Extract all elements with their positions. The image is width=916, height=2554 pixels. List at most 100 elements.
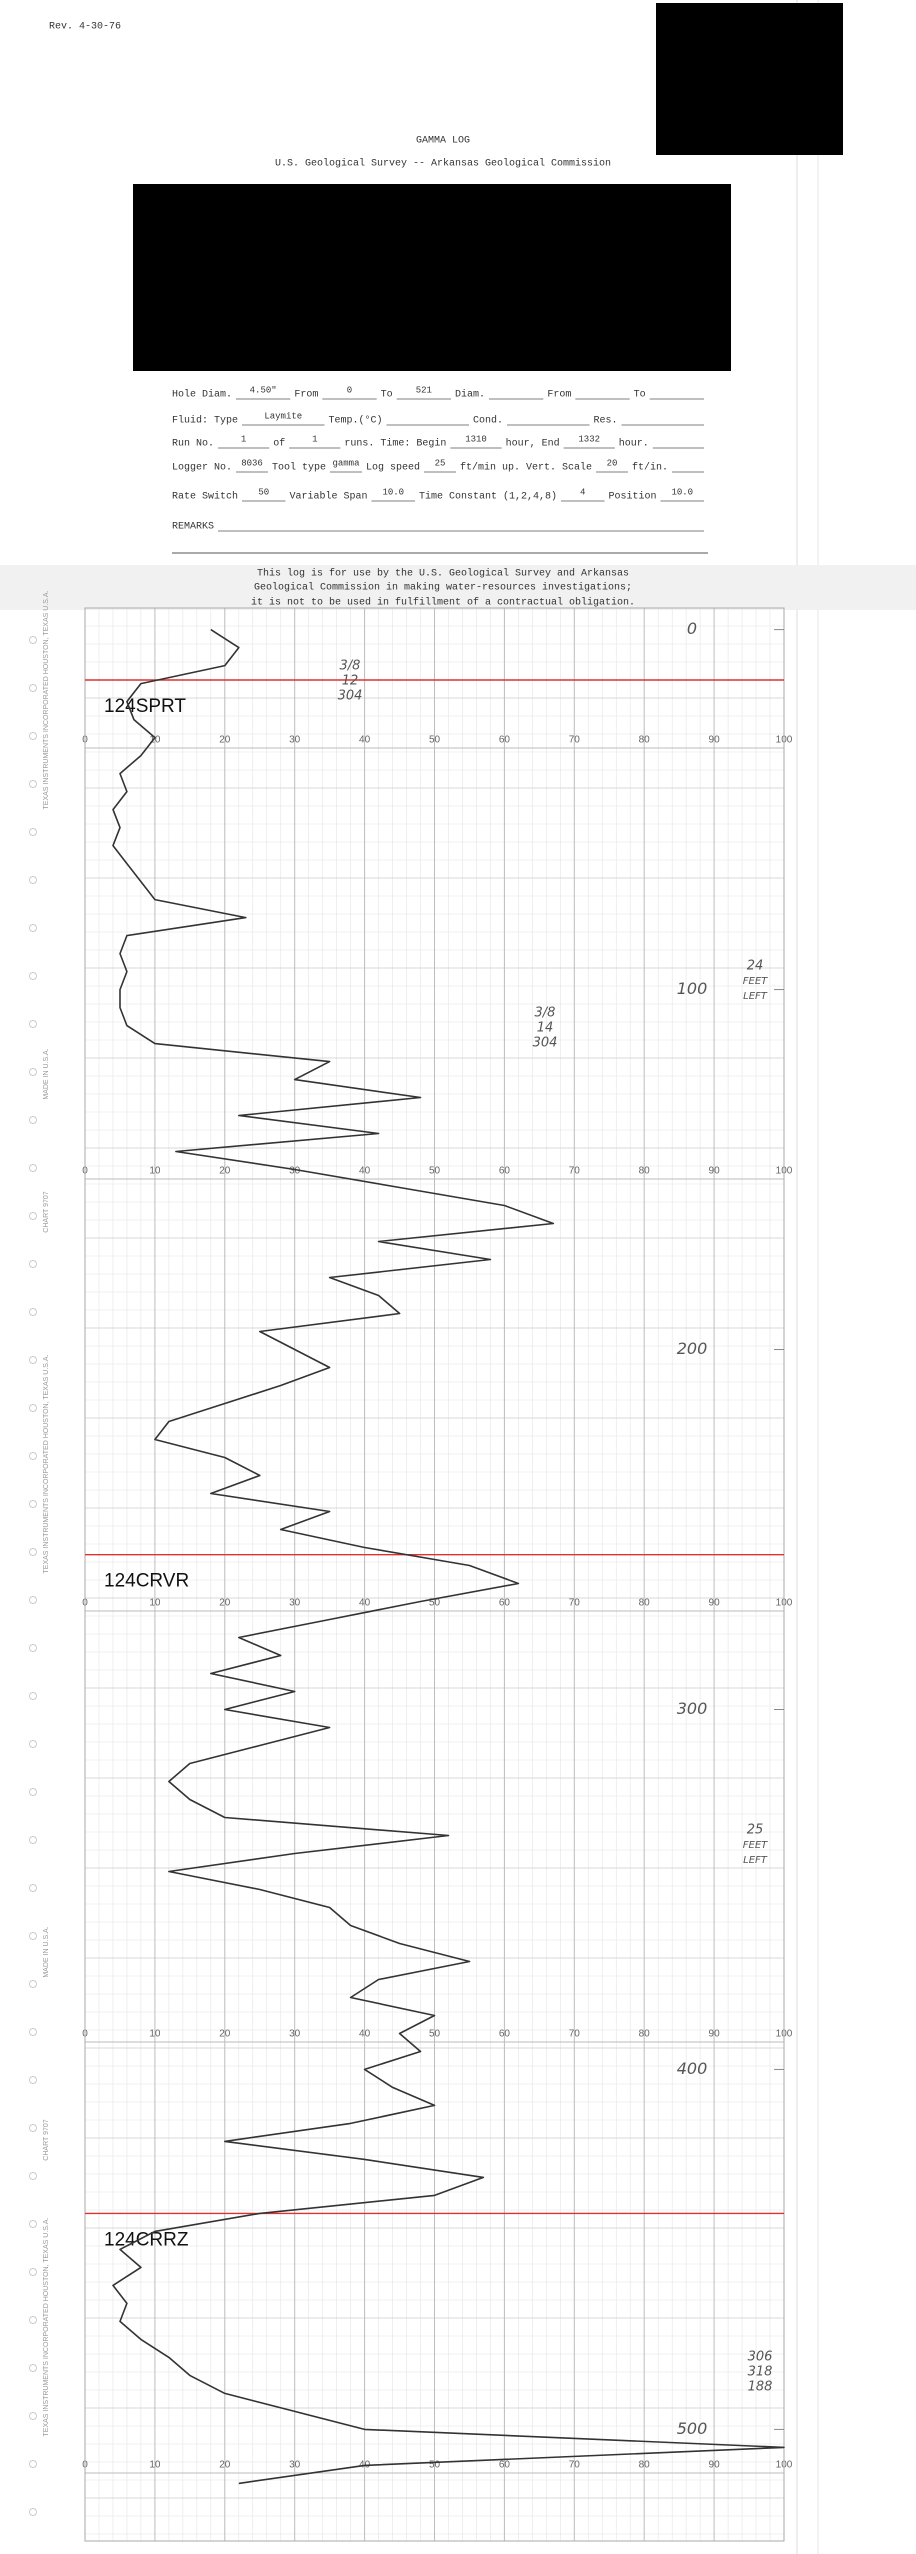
sprocket-hole [29, 828, 37, 836]
annotation: 25 [747, 1823, 764, 1838]
form-label: Cond. [473, 415, 503, 427]
form-value: 0 [347, 385, 352, 395]
x-tick-label: 40 [359, 2029, 371, 2040]
notice-line: it is not to be used in fulfillment of a… [251, 597, 635, 609]
x-tick-label: 90 [709, 1598, 721, 1609]
form-label: Diam. [455, 389, 485, 401]
form-label: Log speed [366, 462, 420, 474]
sprocket-hole [29, 1548, 37, 1556]
depth-label: 200 [677, 1339, 708, 1358]
form-value: 8036 [241, 458, 263, 468]
form-label: hour. [619, 438, 649, 450]
form-value: 4 [580, 487, 585, 497]
sprocket-hole [29, 2220, 37, 2228]
depth-label: 300 [677, 1699, 708, 1718]
sprocket-hole [29, 2460, 37, 2468]
sprocket-hole [29, 684, 37, 692]
sprocket-hole [29, 1212, 37, 1220]
form-value: 4.50" [250, 385, 277, 395]
sprocket-hole [29, 1644, 37, 1652]
sprocket-hole [29, 2028, 37, 2036]
x-tick-label: 50 [429, 2460, 441, 2471]
x-tick-label: 80 [639, 1166, 651, 1177]
form-label: ft/min up. Vert. Scale [460, 462, 592, 474]
sprocket-hole [29, 2076, 37, 2084]
x-tick-label: 70 [569, 2460, 581, 2471]
sprocket-hole [29, 1020, 37, 1028]
x-tick-label: 30 [289, 1166, 301, 1177]
x-tick-label: 10 [149, 1166, 161, 1177]
sprocket-hole [29, 1404, 37, 1412]
sprocket-hole [29, 732, 37, 740]
title: GAMMA LOG [416, 136, 470, 147]
form-value: gamma [332, 458, 360, 468]
form-label: Temp.(°C) [329, 415, 383, 427]
form-label: Hole Diam. [172, 389, 232, 401]
form: Hole Diam. 4.50" From 0 To 521 Diam. From To Flui… [172, 385, 704, 533]
sprocket-hole [29, 1740, 37, 1748]
x-tick-label: 70 [569, 2029, 581, 2040]
form-label: Rate Switch [172, 491, 238, 503]
x-tick-label: 90 [709, 2029, 721, 2040]
x-tick-label: 90 [709, 2460, 721, 2471]
sprocket-hole [29, 2412, 37, 2420]
sprocket-hole [29, 1068, 37, 1076]
form-label: Time Constant (1,2,4,8) [419, 491, 557, 503]
x-tick-label: 90 [709, 1166, 721, 1177]
form-label: Fluid: Type [172, 415, 238, 427]
sprocket-hole [29, 636, 37, 644]
x-tick-label: 80 [639, 2029, 651, 2040]
form-value: 10.0 [382, 487, 404, 497]
form-label: Position [609, 491, 657, 503]
sprocket-hole [29, 1308, 37, 1316]
redaction [656, 3, 843, 155]
form-value: 25 [435, 458, 446, 468]
x-tick-label: 60 [499, 1598, 511, 1609]
form-value: 1332 [578, 434, 600, 444]
form-label: Logger No. [172, 463, 232, 474]
depth-label: 400 [677, 2059, 708, 2078]
form-label: Run No. [172, 439, 214, 450]
sprocket-hole [29, 1452, 37, 1460]
form-label: From [294, 390, 318, 401]
side-text: MADE IN U.S.A. [43, 1926, 50, 1977]
x-tick-label: 50 [429, 735, 441, 746]
redaction [133, 184, 731, 371]
x-tick-label: 10 [149, 1598, 161, 1609]
annotation: 318 [748, 2365, 773, 2380]
annotation: 3/8 [340, 659, 361, 674]
sprocket-hole [29, 2124, 37, 2132]
x-tick-label: 40 [359, 735, 371, 746]
sprocket-hole [29, 1596, 37, 1604]
annotation: 12 [342, 674, 359, 689]
form-value: 1310 [465, 434, 487, 444]
x-tick-label: 10 [149, 2029, 161, 2040]
depth-label: 500 [677, 2419, 708, 2438]
annotation: LEFT [743, 991, 768, 1002]
form-label: Tool type [272, 462, 326, 474]
side-text: TEXAS INSTRUMENTS INCORPORATED HOUSTON, … [43, 1354, 50, 1573]
subtitle: U.S. Geological Survey -- Arkansas Geolo… [275, 158, 611, 170]
scan-band [0, 565, 916, 610]
x-tick-label: 40 [359, 1598, 371, 1609]
x-tick-label: 20 [219, 1166, 231, 1177]
annotation: FEET [743, 976, 768, 987]
depth-label: 100 [677, 979, 708, 998]
form-value: 20 [607, 458, 618, 468]
annotation: 3/8 [535, 1006, 556, 1021]
side-text: CHART 9707 [43, 2119, 50, 2160]
form-value: 1 [312, 434, 317, 444]
sprocket-hole [29, 1932, 37, 1940]
x-tick-label: 60 [499, 1166, 511, 1177]
x-tick-label: 30 [289, 1598, 301, 1609]
sprocket-hole [29, 1116, 37, 1124]
sprocket-hole [29, 876, 37, 884]
x-tick-label: 80 [639, 735, 651, 746]
form-value: 10.0 [671, 487, 693, 497]
x-tick-label: 60 [499, 2029, 511, 2040]
form-value: 521 [416, 385, 432, 395]
sprocket-hole [29, 1884, 37, 1892]
x-tick-label: 70 [569, 1166, 581, 1177]
sprocket-hole [29, 1260, 37, 1268]
